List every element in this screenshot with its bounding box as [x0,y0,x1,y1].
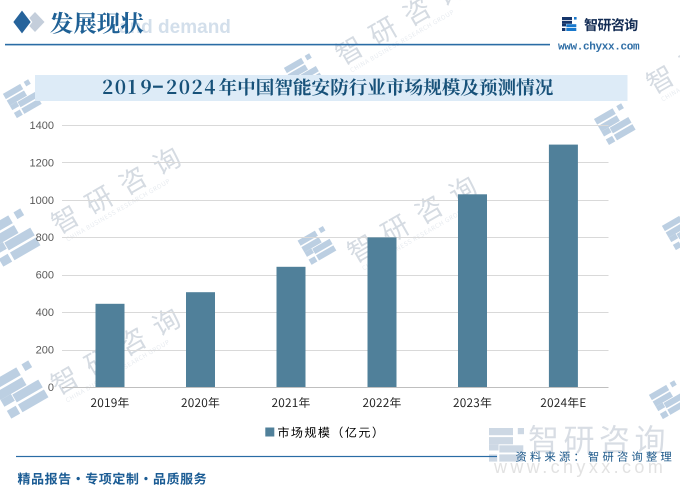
svg-text:www.chyxx.com: www.chyxx.com [558,42,640,54]
svg-text:1200: 1200 [30,157,54,169]
svg-text:and demand: and demand [119,17,231,38]
svg-text:1400: 1400 [30,120,54,132]
svg-text:1000: 1000 [30,195,54,207]
svg-text:www.chyxx.com: www.chyxx.com [493,457,666,477]
svg-text:200: 200 [36,345,54,357]
svg-text:600: 600 [36,270,54,282]
svg-text:800: 800 [36,232,54,244]
svg-text:0: 0 [48,382,54,394]
svg-text:400: 400 [36,307,54,319]
